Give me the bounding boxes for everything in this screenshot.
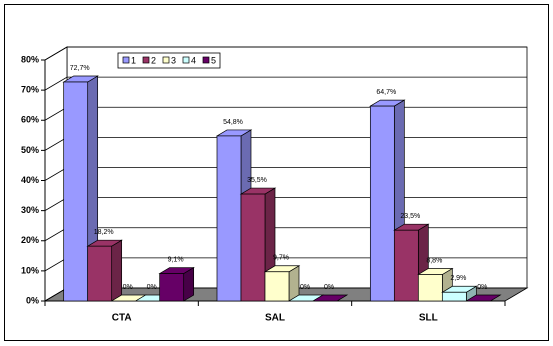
value-label: 8,8% <box>426 257 442 264</box>
legend-label: 2 <box>151 55 156 65</box>
y-tick-label: 0% <box>26 295 39 305</box>
value-label: 35,5% <box>247 177 267 184</box>
y-tick-label: 80% <box>21 54 39 64</box>
bar <box>417 267 454 302</box>
bar <box>465 294 502 302</box>
value-label: 9,1% <box>168 256 184 263</box>
bar-front <box>216 135 242 302</box>
y-tick-label: 70% <box>21 85 39 95</box>
legend-swatch <box>162 56 170 64</box>
bar-front <box>264 271 290 302</box>
bar-front <box>393 229 419 302</box>
bar-top <box>465 294 502 302</box>
legend-swatch <box>122 56 130 64</box>
value-label: 0% <box>123 284 133 291</box>
y-tick-label: 30% <box>21 205 39 215</box>
value-label: 0% <box>477 284 487 291</box>
bar-front <box>417 274 443 302</box>
grid-line <box>44 46 527 61</box>
bar-side <box>111 239 123 302</box>
bar-top <box>311 294 349 302</box>
bar-front <box>441 291 467 302</box>
legend-label: 5 <box>211 55 216 65</box>
bar-front <box>240 193 266 302</box>
legend-swatch <box>142 56 150 64</box>
value-label: 23,5% <box>400 213 420 220</box>
bar <box>263 265 301 302</box>
bar-front <box>159 273 185 302</box>
x-tick-label: SAL <box>265 313 285 324</box>
value-label: 2,9% <box>450 275 466 282</box>
grid-line <box>44 76 527 91</box>
y-tick-label: 50% <box>21 145 39 155</box>
y-tick-label: 10% <box>21 265 39 275</box>
bar-front <box>87 245 113 302</box>
legend-swatch <box>182 56 190 64</box>
value-label: 72,7% <box>70 65 90 72</box>
legend-swatch <box>202 56 210 64</box>
value-label: 54,8% <box>223 119 243 126</box>
value-label: 0% <box>324 284 334 291</box>
bar-front <box>63 81 89 302</box>
legend-label: 1 <box>131 55 136 65</box>
bar-front <box>369 105 395 302</box>
legend-label: 4 <box>191 55 196 65</box>
y-tick-label: 60% <box>21 115 39 125</box>
bar <box>311 294 349 302</box>
y-tick-label: 20% <box>21 235 39 245</box>
x-tick-label: SLL <box>419 313 438 324</box>
bar <box>158 266 195 302</box>
x-tick-label: CTA <box>112 313 132 324</box>
value-label: 18,2% <box>94 229 114 236</box>
y-tick-label: 40% <box>21 175 39 185</box>
value-label: 0% <box>147 284 157 291</box>
value-label: 9,7% <box>273 255 289 262</box>
value-label: 64,7% <box>376 89 396 96</box>
legend-label: 3 <box>171 55 176 65</box>
bar <box>86 239 123 302</box>
value-label: 0% <box>300 284 310 291</box>
